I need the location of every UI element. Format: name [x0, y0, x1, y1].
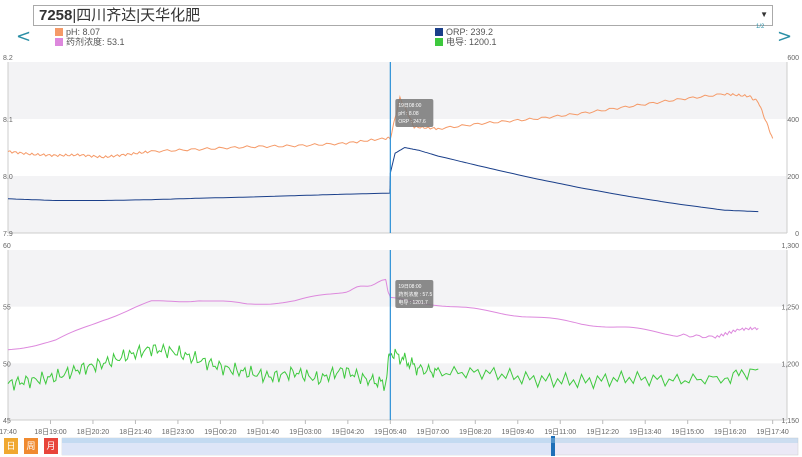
legend-dosage-swatch — [55, 38, 63, 46]
x-tick-label: 19日00:20 — [204, 428, 236, 436]
y-tick-right: 600 — [787, 55, 799, 62]
legend-conductivity-swatch — [435, 38, 443, 46]
x-tick-label: 19日03:00 — [289, 428, 321, 436]
y-tick-left: 8.0 — [3, 174, 13, 181]
tooltip-text: 电导 : 1201.7 — [398, 299, 428, 306]
y-tick-right: 1,250 — [781, 305, 799, 312]
legend-orp-swatch — [435, 28, 443, 36]
y-tick-right: 1,300 — [781, 243, 799, 250]
y-tick-left: 45 — [3, 418, 11, 425]
x-tick-label: 19日07:00 — [417, 428, 449, 436]
x-tick-label: 19日05:40 — [374, 428, 406, 436]
y-tick-left: 8.1 — [3, 117, 13, 124]
x-tick-label: 19日09:40 — [502, 428, 534, 436]
y-tick-right: 1,150 — [781, 418, 799, 425]
y-tick-right: 1,200 — [781, 361, 799, 368]
tooltip-text: pH : 8.08 — [398, 111, 419, 117]
prev-button[interactable]: < — [16, 26, 32, 47]
station-select[interactable]: 7258|四川齐达|天华化肥 ▼ — [33, 5, 773, 26]
y-tick-right: 400 — [787, 117, 799, 124]
legend-orp[interactable]: ORP: 239.2 — [435, 27, 493, 37]
series-line-ORP — [7, 146, 759, 213]
next-button[interactable]: > — [777, 26, 793, 47]
day-button[interactable]: 日 — [4, 438, 18, 454]
plot-band — [8, 363, 787, 420]
x-tick-label: 19日08:20 — [459, 428, 491, 436]
tooltip-text: 19日08:00 — [398, 284, 421, 290]
tooltip-text: 药剂浓度 : 57.5 — [398, 291, 432, 298]
y-tick-left: 60 — [3, 243, 11, 250]
month-button[interactable]: 月 — [44, 438, 58, 454]
x-tick-label: 19日15:00 — [672, 428, 704, 436]
series-line-电导 — [7, 342, 759, 391]
y-tick-left: 7.9 — [3, 231, 13, 238]
x-tick-label: 18日20:20 — [77, 428, 109, 436]
y-tick-left: 55 — [3, 305, 11, 312]
legend-ph[interactable]: pH: 8.07 — [55, 27, 100, 37]
x-tick-label: 19日13:40 — [629, 428, 661, 436]
y-tick-left: 50 — [3, 361, 11, 368]
week-button[interactable]: 周 — [24, 438, 38, 454]
x-tick-label: 18日19:00 — [34, 428, 66, 436]
x-tick-label: 19日16:20 — [714, 428, 746, 436]
x-tick-label: 19日17:40 — [757, 428, 789, 436]
navigator-selection — [62, 438, 552, 455]
tooltip-text: ORP : 247.6 — [398, 119, 426, 125]
x-tick-label: 19日04:20 — [332, 428, 364, 436]
tooltip-text: 19日08:00 — [398, 103, 421, 109]
y-tick-right: 200 — [787, 174, 799, 181]
plot-band — [8, 176, 787, 233]
x-tick-label: 17:40 — [0, 429, 17, 436]
x-tick-label: 19日11:00 — [544, 428, 576, 436]
x-tick-label: 19日12:20 — [587, 428, 619, 436]
legend-dosage[interactable]: 药剂浓度: 53.1 — [55, 37, 125, 47]
legend-conductivity[interactable]: 电导: 1200.1 — [435, 37, 497, 47]
x-tick-label: 19日01:40 — [247, 428, 279, 436]
legend-ph-swatch — [55, 28, 63, 36]
x-tick-label: 18日23:00 — [162, 428, 194, 436]
page-indicator: 1/2 — [756, 24, 765, 30]
station-title: 7258|四川齐达|天华化肥 — [39, 7, 201, 24]
navigator-handle — [551, 436, 555, 456]
y-tick-right: 0 — [795, 231, 799, 238]
tooltip-box — [395, 99, 434, 127]
tooltip-box — [395, 280, 434, 308]
dropdown-caret-icon[interactable]: ▼ — [760, 10, 768, 19]
navigator-scroll — [62, 438, 798, 443]
y-tick-left: 8.2 — [3, 55, 13, 62]
x-tick-label: 18日21:40 — [119, 428, 151, 436]
